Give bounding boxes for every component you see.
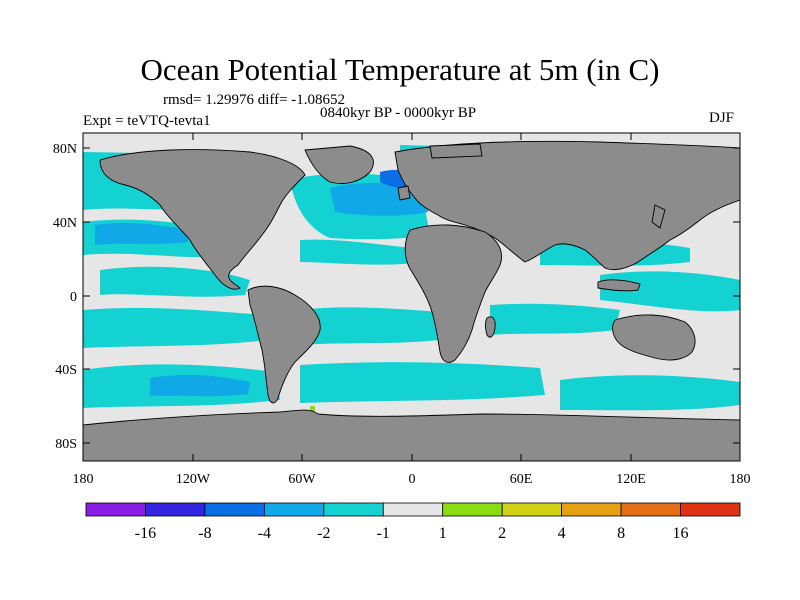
- experiment-label: Expt = teVTQ-tevta1: [83, 113, 211, 129]
- colorbar-label: 4: [558, 525, 566, 542]
- antarctica: [83, 409, 740, 461]
- colorbar-label: -2: [317, 525, 330, 542]
- madagascar: [485, 316, 496, 338]
- colorbar-swatch: [442, 502, 503, 517]
- japan: [651, 204, 666, 229]
- map-title: Ocean Potential Temperature at 5m (in C): [140, 52, 660, 87]
- colorbar-label: 2: [498, 525, 506, 542]
- south-america: [247, 285, 321, 404]
- lon-label: 120E: [616, 472, 646, 487]
- colorbar-label: -8: [198, 525, 211, 542]
- british-isles: [397, 185, 411, 201]
- colorbar-label: -1: [377, 525, 390, 542]
- colorbar-swatch: [204, 502, 265, 517]
- land-masses: [83, 140, 740, 461]
- lat-label: 80N: [53, 142, 77, 157]
- north-america: [99, 149, 306, 290]
- lon-label: 120W: [176, 472, 211, 487]
- longitude-labels: 180 120W 60W 0 60E 120E 180: [73, 472, 751, 487]
- map-area: [83, 133, 740, 461]
- colorbar-swatch: [501, 502, 563, 517]
- lon-label: 60E: [510, 472, 533, 487]
- colorbar-swatch: [323, 502, 384, 517]
- colorbar: [85, 502, 741, 517]
- colorbar-swatch: [85, 502, 146, 517]
- colorbar-swatch: [382, 502, 444, 517]
- australia: [612, 314, 696, 361]
- lon-label: 60W: [288, 472, 316, 487]
- colorbar-label: -16: [135, 525, 156, 542]
- colorbar-label: 1: [439, 525, 447, 542]
- period-label: 0840kyr BP - 0000kyr BP: [320, 105, 477, 121]
- colorbar-label: -4: [258, 525, 271, 542]
- greenland: [304, 145, 374, 184]
- lat-label: 40N: [53, 216, 77, 231]
- eurasia: [394, 140, 740, 271]
- lat-label: 0: [70, 290, 77, 305]
- colorbar-swatch: [620, 502, 681, 517]
- stats-label: rmsd= 1.29976 diff= -1.08652: [163, 92, 346, 108]
- colorbar-swatch: [680, 502, 741, 517]
- lon-label: 180: [730, 472, 751, 487]
- lon-label: 180: [73, 472, 94, 487]
- axis-ticks: [82, 133, 741, 461]
- colorbar-label: 8: [617, 525, 625, 542]
- colorbar-labels: -16 -8 -4 -2 -1 1 2 4 8 16: [135, 525, 689, 542]
- colorbar-label: 16: [673, 525, 689, 542]
- colorbar-swatch: [263, 502, 325, 517]
- arctic-islands: [429, 143, 483, 159]
- lat-label: 40S: [55, 363, 77, 378]
- colorbar-swatch: [145, 502, 206, 517]
- lon-label: 0: [409, 472, 416, 487]
- africa: [404, 224, 503, 363]
- lat-label: 80S: [55, 437, 77, 452]
- latitude-labels: 80N 40N 0 40S 80S: [53, 142, 77, 452]
- season-label: DJF: [709, 110, 735, 126]
- colorbar-swatch: [561, 502, 622, 517]
- indonesia: [597, 279, 641, 292]
